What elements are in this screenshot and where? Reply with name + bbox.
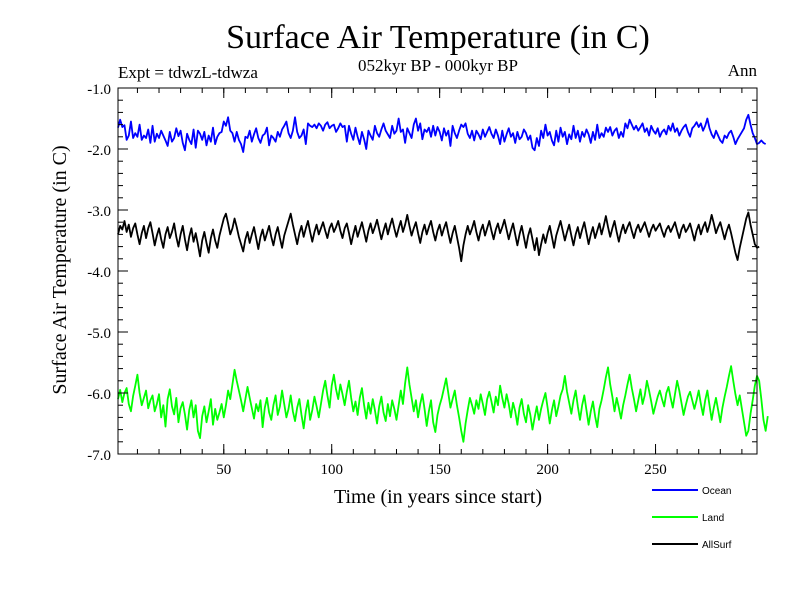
- plot-series-group: [117, 113, 769, 443]
- y-tick-label: -2.0: [87, 143, 111, 159]
- x-tick-label: 150: [428, 462, 451, 478]
- y-tick-label: -3.0: [87, 204, 111, 220]
- series-line-land: [117, 365, 769, 443]
- x-tick-label: 250: [644, 462, 667, 478]
- y-axis-label: Surface Air Temperature (in C): [49, 145, 71, 394]
- chart-subtitle: 052kyr BP - 000kyr BP: [358, 56, 518, 75]
- legend: Ocean Land AllSurf: [652, 486, 732, 551]
- y-tick-label: -6.0: [87, 387, 111, 403]
- legend-label-land: Land: [702, 513, 724, 524]
- x-tick-label: 50: [216, 462, 231, 478]
- x-axis-label: Time (in years since start): [334, 486, 542, 508]
- y-tick-label: -4.0: [87, 265, 111, 281]
- x-tick-label: 200: [536, 462, 559, 478]
- plot-axes-group: -7.0 -6.0 -5.0 -4.0 -3.0 -2.0 -1.0 50 100 150 200 2…: [87, 82, 758, 478]
- legend-label-allsurf: AllSurf: [702, 540, 732, 551]
- season-label: Ann: [728, 61, 758, 80]
- experiment-label: Expt = tdwzL-tdwza: [118, 63, 258, 82]
- legend-label-ocean: Ocean: [702, 486, 731, 497]
- y-tick-label: -5.0: [87, 326, 111, 342]
- y-tick-label: -1.0: [87, 82, 111, 98]
- x-tick-label: 100: [320, 462, 343, 478]
- series-line-ocean: [117, 113, 767, 153]
- y-tick-label: -7.0: [87, 448, 111, 464]
- series-line-allsurf: [117, 211, 760, 263]
- chart-title: Surface Air Temperature (in C): [226, 19, 650, 56]
